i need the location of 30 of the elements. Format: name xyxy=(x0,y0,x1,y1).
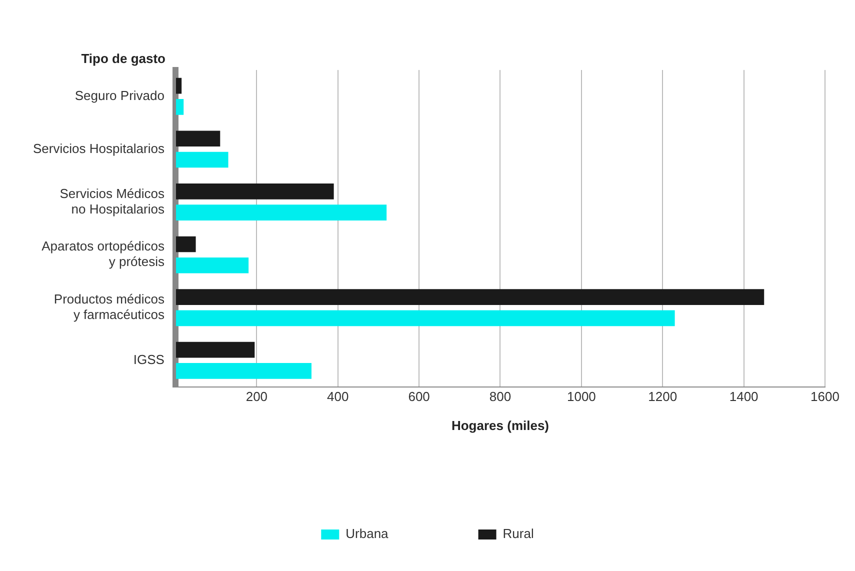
x-axis-title: Hogares (miles) xyxy=(451,418,550,433)
y-tick-label: Productos médicos y farmacéuticos xyxy=(54,291,165,322)
x-tick-label: 1000 xyxy=(566,389,596,404)
y-tick-label: Servicios Hospitalarios xyxy=(32,140,165,156)
bar xyxy=(176,257,249,274)
bar xyxy=(176,130,220,147)
legend-label: Rural xyxy=(502,526,534,542)
bar xyxy=(176,236,196,252)
x-tick-label: 1600 xyxy=(810,389,840,404)
bar xyxy=(176,310,675,326)
y-axis-title: Tipo de gasto xyxy=(81,51,166,66)
bar xyxy=(176,204,387,220)
y-tick-label: Servicios Médicos no Hospitalarios xyxy=(60,186,165,216)
y-tick-label: Aparatos ortopédicos y prótesis xyxy=(42,238,165,270)
x-tick-label: 400 xyxy=(327,389,349,404)
bar xyxy=(176,152,228,168)
bar xyxy=(176,99,184,115)
x-tick-label: 600 xyxy=(408,389,430,404)
x-tick-label: 1400 xyxy=(729,389,758,404)
bar xyxy=(176,289,764,305)
y-tick-label: Seguro Privado xyxy=(74,88,164,103)
y-tick-label: IGSS xyxy=(133,352,165,367)
legend-label: Urbana xyxy=(346,526,390,542)
bar xyxy=(176,78,182,94)
bar xyxy=(176,342,255,358)
x-tick-label: 800 xyxy=(489,389,512,404)
x-tick-label: 1200 xyxy=(648,389,678,404)
bar xyxy=(176,184,334,200)
bar xyxy=(176,363,312,379)
x-tick-label: 200 xyxy=(246,389,268,404)
